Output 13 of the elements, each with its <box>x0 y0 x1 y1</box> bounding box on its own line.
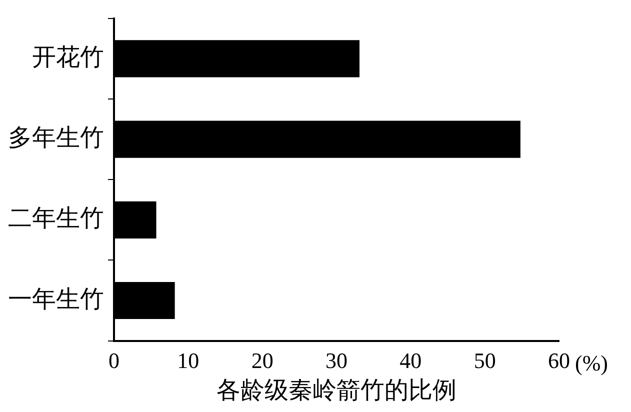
y-tick-label: 一年生竹 <box>8 286 104 313</box>
x-tick-label: 20 <box>251 348 274 373</box>
x-tick-label: 40 <box>400 348 422 373</box>
x-tick-label: 60 <box>548 348 570 373</box>
x-tick-label: 0 <box>108 348 120 373</box>
x-axis-title: 各龄级秦岭箭竹的比例 <box>216 378 456 404</box>
y-tick-label: 二年生竹 <box>8 206 104 232</box>
text: (%) <box>575 350 608 376</box>
x-tick-label: 30 <box>326 348 348 373</box>
x-tick-label: 50 <box>474 348 496 373</box>
y-tick-label: 多年生竹 <box>8 126 104 152</box>
y-tick-label: 开花竹 <box>32 44 104 71</box>
x-tick-label: 10 <box>177 348 200 373</box>
